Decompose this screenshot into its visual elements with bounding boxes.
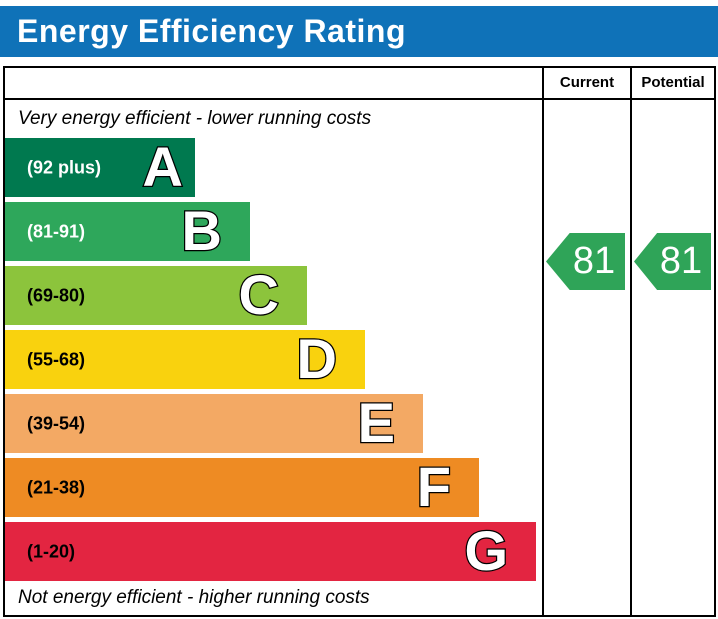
band-range-label: (55-68) xyxy=(27,349,86,369)
band-range-label: (21-38) xyxy=(27,477,86,497)
table-header-row xyxy=(5,68,714,100)
band-letter: E xyxy=(356,390,396,454)
page-title: Energy Efficiency Rating xyxy=(17,13,406,49)
column-divider-current xyxy=(542,68,544,615)
band-letter: B xyxy=(180,198,223,262)
band-range-label: (1-20) xyxy=(27,541,76,561)
band-row-b: (81-91) B xyxy=(5,198,250,262)
band-row-d: (55-68) D xyxy=(5,326,365,390)
band-row-e: (39-54) E xyxy=(5,390,423,454)
title-bar: Energy Efficiency Rating xyxy=(0,6,718,57)
band-row-a: (92 plus) A xyxy=(5,134,195,198)
band-letter: A xyxy=(141,134,184,198)
band-letter: G xyxy=(463,518,509,582)
band-row-f: (21-38) F xyxy=(5,454,479,518)
band-letter: F xyxy=(416,454,453,518)
band-row-c: (69-80) C xyxy=(5,262,307,326)
potential-rating-arrow: 81 xyxy=(634,233,711,290)
band-row-g: (1-20) G xyxy=(5,518,536,582)
band-range-label: (81-91) xyxy=(27,221,86,241)
current-rating-arrow: 81 xyxy=(546,233,625,290)
top-note: Very energy efficient - lower running co… xyxy=(18,108,372,129)
band-letter: C xyxy=(237,262,280,326)
energy-rating-table: Current Potential Very energy efficient … xyxy=(3,66,716,617)
current-rating-value: 81 xyxy=(572,240,616,282)
band-letter: D xyxy=(295,326,338,390)
bottom-note: Not energy efficient - higher running co… xyxy=(18,587,370,608)
bands: (92 plus) A (81-91) B (69-80) C (55-68) D (39-54… xyxy=(5,134,536,586)
band-range-label: (39-54) xyxy=(27,413,86,433)
column-header-potential: Potential xyxy=(641,74,705,91)
column-divider-potential xyxy=(630,68,632,615)
band-range-label: (69-80) xyxy=(27,285,86,305)
band-range-label: (92 plus) xyxy=(27,157,102,177)
potential-rating-value: 81 xyxy=(659,240,703,282)
column-header-current: Current xyxy=(559,74,615,91)
